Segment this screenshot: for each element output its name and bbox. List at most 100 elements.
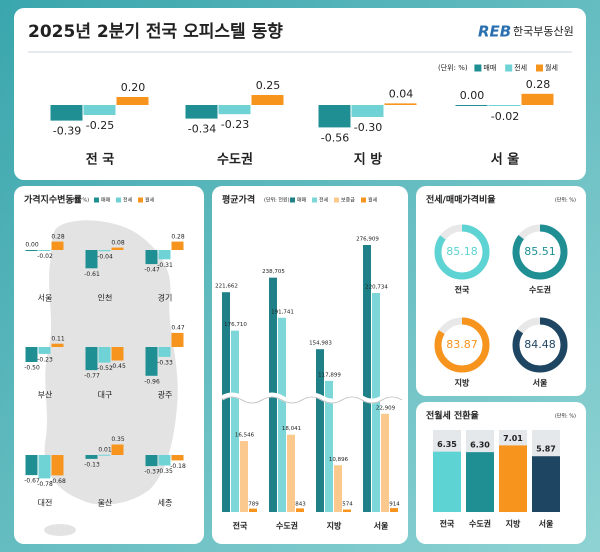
value-label: -0.31 (157, 262, 173, 269)
category-label: 지방 (455, 378, 470, 388)
value-label: -0.25 (86, 119, 114, 132)
panel (416, 186, 586, 396)
bar (25, 250, 38, 251)
bar (466, 452, 494, 512)
category-label: 지 방 (354, 152, 382, 168)
bar (325, 380, 333, 512)
main-title: 2025년 2분기 전국 오피스텔 동향 (28, 21, 283, 42)
bar (51, 241, 64, 250)
value-label: -0.47 (144, 267, 160, 274)
legend-swatch (138, 197, 143, 203)
value-label: 789 (248, 502, 259, 508)
region-label: 대구 (98, 391, 113, 400)
value-label: 0.47 (171, 325, 185, 332)
value-label: 154,983 (309, 341, 332, 347)
unit: (단위: %) (555, 413, 576, 420)
value-label: -0.02 (37, 253, 53, 260)
category-label: 서울 (533, 378, 548, 388)
value-label: -0.45 (110, 363, 126, 370)
value-label: -0.39 (53, 125, 81, 138)
unit: (단위: %) (68, 197, 89, 204)
legend-label: 매매 (483, 64, 496, 72)
bar (381, 413, 389, 512)
bar (218, 105, 251, 115)
bar (343, 509, 351, 512)
panel (212, 186, 408, 544)
value-label: 0.00 (460, 89, 485, 102)
bar (25, 455, 38, 476)
value-label: 18,041 (282, 426, 301, 432)
value-label: -0.23 (37, 356, 53, 363)
axis-break (220, 392, 404, 404)
ring-value: 84.48 (524, 338, 556, 351)
value-label: 5.87 (536, 445, 556, 454)
legend-swatch (334, 197, 339, 203)
bar (145, 347, 158, 376)
value-label: -0.37 (144, 469, 160, 476)
value-label: -0.18 (170, 463, 186, 470)
legend-label: 전세 (514, 63, 527, 72)
value-label: -0.77 (84, 373, 100, 380)
value-label: -0.23 (221, 118, 249, 131)
value-label: 221,662 (215, 284, 238, 290)
value-label: 6.30 (470, 441, 490, 450)
bar (521, 93, 554, 105)
value-label: -0.68 (50, 478, 66, 485)
ring (512, 224, 568, 280)
value-label: 238,705 (262, 269, 285, 275)
panel-title: 가격지수변동률 (24, 194, 82, 206)
value-label: 117,899 (318, 372, 341, 378)
bar (38, 455, 51, 479)
unit: (단위: %) (438, 63, 468, 72)
value-label: 0.25 (256, 79, 281, 92)
bar (85, 455, 98, 459)
value-label: 0.35 (111, 436, 125, 443)
value-label: -0.30 (354, 121, 382, 134)
bar (334, 465, 342, 512)
bar (85, 250, 98, 269)
category-label: 전국 (233, 521, 248, 531)
bar (318, 105, 351, 128)
value-label: -0.35 (157, 468, 173, 475)
bar (240, 441, 248, 512)
bar (145, 455, 158, 467)
value-label: 0.20 (121, 81, 146, 94)
bar (488, 105, 521, 106)
legend-label: 보증금 (341, 198, 355, 204)
bar (455, 105, 488, 106)
value-label: -0.52 (97, 365, 113, 372)
region-label: 인천 (98, 293, 113, 303)
bar (83, 105, 116, 115)
value-label: 0.11 (51, 335, 65, 342)
legend-swatch (474, 64, 482, 72)
bar (384, 103, 417, 105)
value-label: 0.28 (51, 233, 65, 240)
legend-label: 월세 (545, 63, 558, 72)
legend-swatch (361, 197, 366, 203)
unit: (단위: 천원) (264, 197, 290, 204)
bar (116, 97, 149, 105)
category-label: 전국 (455, 285, 470, 295)
category-label: 전국 (440, 519, 455, 529)
panel-title: 전월세 전환율 (426, 410, 479, 422)
bar (158, 347, 171, 357)
category-label: 지방 (327, 521, 342, 531)
value-label: 191,741 (271, 309, 294, 315)
bar (145, 250, 158, 265)
legend-label: 월세 (145, 197, 155, 204)
unit: (단위: %) (555, 197, 576, 204)
value-label: 22,909 (376, 405, 396, 411)
bar (111, 444, 124, 455)
bar (499, 445, 527, 512)
category-label: 수도권 (276, 521, 298, 531)
bar (316, 349, 324, 512)
bar (98, 454, 111, 456)
category-label: 수도권 (529, 285, 551, 295)
value-label: 0.00 (25, 242, 39, 249)
region-label: 광주 (158, 390, 173, 400)
region-label: 대전 (38, 498, 53, 508)
ring (434, 317, 490, 373)
legend-label: 전세 (123, 197, 133, 204)
legend-swatch (290, 197, 295, 203)
